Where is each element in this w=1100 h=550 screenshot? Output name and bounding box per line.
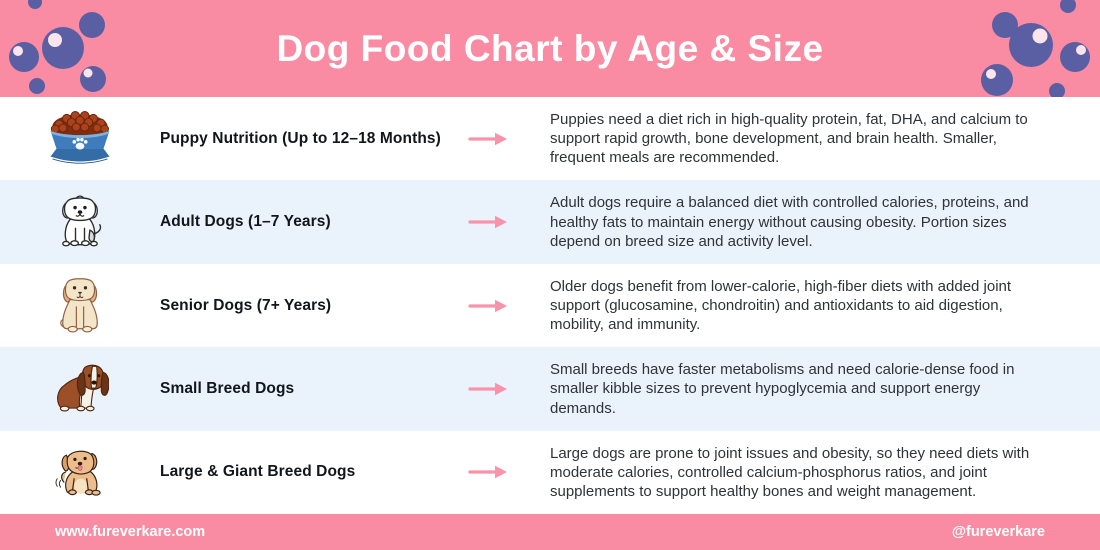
dog-food-bowl-icon	[0, 108, 160, 169]
small-breed-dog-icon	[0, 362, 160, 415]
row-description: Adult dogs require a balanced diet with …	[550, 194, 1029, 250]
table-row-adult: Adult Dogs (1–7 Years) Adult dogs requir…	[0, 180, 1100, 264]
row-title: Puppy Nutrition (Up to 12–18 Months)	[160, 129, 441, 147]
table-row-small-breed: Small Breed Dogs Small breeds have faste…	[0, 347, 1100, 431]
arrow-right-icon	[468, 215, 550, 229]
header-banner: Dog Food Chart by Age & Size	[0, 0, 1100, 97]
footer-social-handle: @fureverkare	[951, 524, 1045, 540]
row-description: Small breeds have faster metabolisms and…	[550, 361, 1015, 417]
arrow-right-icon	[468, 465, 550, 479]
row-description: Puppies need a diet rich in high-quality…	[550, 110, 1028, 167]
arrow-right-icon	[468, 382, 550, 396]
row-description: Large dogs are prone to joint issues and…	[550, 444, 1030, 500]
row-title: Senior Dogs (7+ Years)	[160, 296, 332, 314]
senior-dog-icon	[0, 276, 160, 336]
arrow-right-icon	[468, 299, 550, 313]
table-row-senior: Senior Dogs (7+ Years) Older dogs benefi…	[0, 263, 1100, 348]
bubbles-left-icon	[9, 0, 106, 94]
row-title: Small Breed Dogs	[160, 379, 295, 397]
chart-rows: Puppy Nutrition (Up to 12–18 Months) Pup…	[0, 97, 1100, 515]
row-description: Older dogs benefit from lower-calorie, h…	[550, 277, 1012, 334]
row-title: Large & Giant Breed Dogs	[160, 463, 356, 481]
table-row-puppy: Puppy Nutrition (Up to 12–18 Months) Pup…	[0, 97, 1100, 181]
adult-dog-icon	[0, 194, 160, 250]
page-title: Dog Food Chart by Age & Size	[276, 27, 824, 69]
row-title: Adult Dogs (1–7 Years)	[160, 213, 331, 231]
footer-website: www.fureverkare.com	[55, 524, 206, 540]
footer-banner: www.fureverkare.com @fureverkare	[0, 514, 1100, 550]
table-row-large-breed: Large & Giant Breed Dogs Large dogs are …	[0, 430, 1100, 515]
large-giant-breed-dog-icon	[0, 445, 160, 499]
arrow-right-icon	[468, 132, 550, 146]
bubbles-right-icon	[981, 0, 1090, 97]
